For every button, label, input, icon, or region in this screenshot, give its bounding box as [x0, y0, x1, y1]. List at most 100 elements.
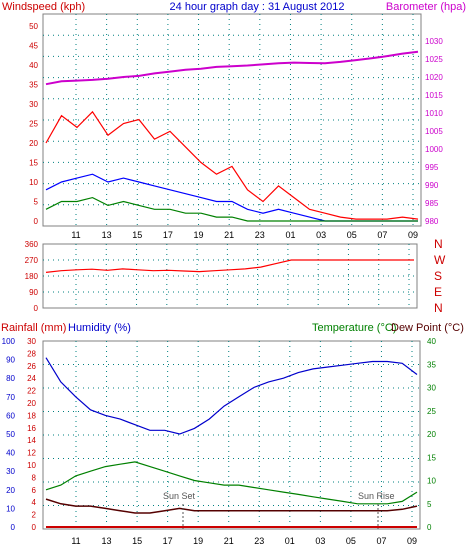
time-tick-label: 21: [224, 230, 234, 240]
y-tick-label: 30: [29, 100, 38, 109]
y-tick-label: 26: [27, 362, 36, 371]
y-tick-label: 1005: [425, 127, 443, 136]
rainfall-axis-label: Rainfall (mm): [1, 322, 66, 334]
y-tick-label: 20: [427, 430, 436, 439]
y-tick-label: 10: [27, 461, 36, 470]
time-tick-label: 01: [285, 536, 295, 546]
time-tick-label: 09: [408, 230, 418, 240]
humidity-axis-label: Humidity (%): [68, 322, 131, 334]
y-tick-label: 6: [32, 486, 37, 495]
y-tick-label: 8: [32, 473, 37, 482]
sun-rise-label: Sun Rise: [358, 491, 395, 501]
y-tick-label: 0: [427, 523, 432, 532]
y-tick-label: 0: [34, 217, 39, 226]
y-tick-label: 30: [27, 337, 36, 346]
barometer-axis-label: Barometer (hpa): [386, 1, 466, 13]
y-tick-label: 50: [6, 430, 15, 439]
time-tick-label: 21: [224, 536, 234, 546]
y-tick-label: 0: [34, 304, 39, 313]
windspeed-axis-label: Windspeed (kph): [2, 1, 85, 13]
y-tick-label: 1030: [425, 37, 443, 46]
humidity-series: [45, 357, 418, 435]
y-tick-label: 30: [6, 467, 15, 476]
y-tick-label: 15: [29, 159, 38, 168]
y-tick-label: 1000: [425, 145, 443, 154]
time-tick-label: 15: [132, 536, 142, 546]
y-tick-label: 4: [32, 498, 37, 507]
wind-direction-series: [45, 259, 414, 273]
time-tick-label: 19: [194, 230, 204, 240]
sun-set-label: Sun Set: [163, 491, 196, 501]
y-tick-label: 270: [25, 256, 39, 265]
compass-tick-label: W: [434, 253, 446, 267]
y-tick-label: 90: [6, 356, 15, 365]
time-tick-label: 03: [315, 536, 325, 546]
time-tick-label: 11: [71, 230, 80, 240]
y-tick-label: 24: [27, 374, 36, 383]
time-tick-label: 01: [285, 230, 295, 240]
dewpoint-axis-label: Dew Point (°C): [391, 322, 464, 334]
y-tick-label: 60: [6, 411, 15, 420]
y-tick-label: 2: [32, 511, 37, 520]
y-tick-label: 1025: [425, 55, 443, 64]
compass-tick-label: N: [434, 301, 443, 315]
humidity-plot-frame: [42, 340, 421, 530]
compass-tick-label: N: [434, 237, 443, 251]
y-tick-label: 20: [27, 399, 36, 408]
y-tick-label: 100: [2, 337, 16, 346]
y-tick-label: 12: [27, 449, 36, 458]
time-tick-label: 23: [254, 536, 264, 546]
time-tick-label: 05: [346, 536, 356, 546]
wind-plot-frame: [42, 13, 422, 227]
compass-tick-label: E: [434, 285, 442, 299]
y-tick-label: 40: [6, 449, 15, 458]
time-tick-label: 15: [132, 230, 142, 240]
y-tick-label: 50: [29, 22, 38, 31]
dewpoint-series: [45, 498, 418, 514]
time-tick-label: 11: [71, 536, 80, 546]
wind-low-series: [45, 196, 418, 222]
time-tick-label: 13: [102, 230, 112, 240]
y-tick-label: 5: [427, 500, 432, 509]
y-tick-label: 80: [6, 374, 15, 383]
time-tick-label: 19: [193, 536, 203, 546]
y-tick-label: 5: [34, 198, 39, 207]
y-tick-label: 1015: [425, 91, 443, 100]
y-tick-label: 15: [427, 453, 436, 462]
time-tick-label: 03: [316, 230, 326, 240]
y-tick-label: 40: [427, 337, 436, 346]
y-tick-label: 985: [425, 199, 439, 208]
y-tick-label: 995: [425, 163, 439, 172]
y-tick-label: 980: [425, 217, 439, 226]
direction-plot-frame: [42, 243, 418, 309]
y-tick-label: 16: [27, 424, 36, 433]
y-tick-label: 990: [425, 181, 439, 190]
y-tick-label: 180: [25, 272, 39, 281]
y-tick-label: 70: [6, 393, 15, 402]
y-tick-label: 22: [27, 387, 36, 396]
temperature-axis-label: Temperature (°C): [312, 322, 396, 334]
y-tick-label: 40: [29, 61, 38, 70]
y-tick-label: 360: [25, 240, 39, 249]
time-tick-label: 13: [102, 536, 112, 546]
y-tick-label: 90: [29, 288, 38, 297]
time-tick-label: 07: [377, 230, 387, 240]
time-tick-label: 09: [407, 536, 417, 546]
time-tick-label: 23: [255, 230, 265, 240]
y-tick-label: 35: [427, 360, 436, 369]
y-tick-label: 0: [11, 523, 16, 532]
y-tick-label: 28: [27, 349, 36, 358]
time-tick-label: 07: [376, 536, 386, 546]
wind-gust-series: [45, 110, 419, 220]
y-tick-label: 10: [6, 504, 15, 513]
y-tick-label: 1020: [425, 73, 443, 82]
y-tick-label: 20: [29, 139, 38, 148]
y-tick-label: 1010: [425, 109, 443, 118]
y-tick-label: 10: [29, 178, 38, 187]
y-tick-label: 18: [27, 411, 36, 420]
chart-title: 24 hour graph day : 31 August 2012: [170, 1, 345, 13]
